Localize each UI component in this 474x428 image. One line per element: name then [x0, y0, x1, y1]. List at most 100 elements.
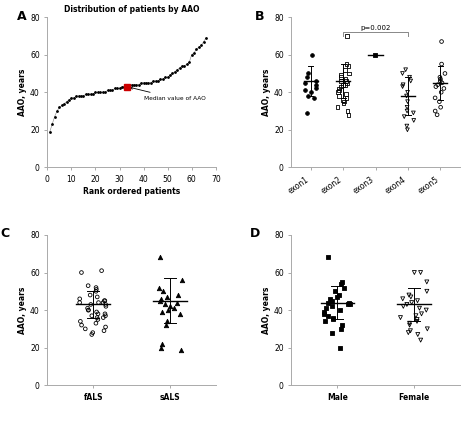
Point — [404, 126, 411, 133]
Point — [399, 295, 407, 302]
Point — [100, 299, 107, 306]
Point — [404, 89, 411, 96]
Point — [341, 66, 348, 73]
Point — [178, 276, 185, 283]
Y-axis label: AAO, years: AAO, years — [18, 286, 27, 334]
Point — [92, 284, 100, 291]
Point — [325, 312, 332, 319]
Point — [84, 306, 92, 313]
Point — [308, 89, 315, 96]
Point — [94, 310, 102, 317]
Point — [334, 89, 341, 96]
Point — [331, 288, 338, 295]
Point — [312, 85, 319, 92]
Point — [403, 104, 411, 111]
Point — [345, 299, 353, 306]
Point — [404, 329, 412, 336]
Point — [433, 111, 441, 118]
Point — [438, 61, 446, 68]
Point — [338, 322, 346, 329]
Point — [76, 299, 83, 306]
Point — [436, 74, 444, 80]
Point — [163, 322, 170, 329]
Point — [432, 83, 440, 90]
Point — [416, 305, 423, 312]
Point — [434, 81, 442, 88]
Point — [164, 294, 171, 300]
Point — [335, 87, 343, 94]
Point — [164, 306, 172, 313]
Point — [341, 81, 349, 88]
Point — [431, 107, 439, 114]
Point — [92, 288, 100, 295]
Point — [335, 85, 343, 92]
Point — [342, 77, 350, 84]
Point — [78, 322, 85, 329]
Point — [406, 320, 413, 327]
Point — [158, 344, 165, 351]
Text: C: C — [0, 227, 9, 241]
Point — [440, 85, 447, 92]
Point — [397, 314, 404, 321]
Point — [403, 301, 410, 308]
Point — [337, 83, 345, 90]
Point — [100, 327, 108, 334]
Point — [410, 269, 418, 276]
Point — [76, 295, 83, 302]
Point — [340, 98, 347, 105]
Point — [403, 122, 410, 129]
Point — [407, 294, 415, 300]
Point — [438, 38, 446, 45]
Y-axis label: AAO, years: AAO, years — [18, 68, 27, 116]
Point — [93, 309, 100, 315]
Point — [322, 318, 329, 325]
Point — [95, 299, 102, 306]
Point — [301, 80, 309, 86]
Point — [324, 254, 331, 261]
Point — [173, 299, 181, 306]
Point — [338, 279, 346, 285]
Title: Distribution of patients by AAO: Distribution of patients by AAO — [64, 5, 199, 14]
Y-axis label: AAO, years: AAO, years — [262, 286, 271, 334]
Point — [312, 81, 319, 88]
Point — [320, 309, 328, 315]
Point — [437, 77, 444, 84]
Point — [343, 80, 351, 86]
Point — [337, 344, 344, 351]
Point — [343, 95, 350, 101]
Point — [312, 77, 320, 84]
Point — [94, 316, 101, 323]
Point — [156, 254, 164, 261]
Point — [101, 297, 109, 304]
Point — [303, 110, 310, 116]
Point — [101, 310, 109, 317]
Point — [406, 74, 413, 80]
Point — [399, 83, 406, 90]
Point — [86, 291, 94, 298]
Point — [337, 280, 345, 287]
Point — [84, 305, 91, 312]
Point — [346, 301, 354, 308]
Point — [404, 98, 411, 105]
Point — [100, 314, 107, 321]
Point — [343, 61, 350, 68]
Point — [325, 299, 332, 306]
Point — [301, 87, 309, 94]
Point — [82, 325, 89, 332]
Point — [399, 70, 406, 77]
Point — [162, 301, 169, 308]
Point — [414, 331, 421, 338]
Point — [414, 297, 421, 304]
Point — [405, 291, 413, 298]
Point — [170, 305, 178, 312]
Point — [78, 269, 85, 276]
Point — [88, 312, 96, 319]
Point — [310, 95, 318, 101]
Point — [402, 66, 410, 73]
Point — [417, 337, 424, 344]
Point — [93, 314, 101, 321]
Point — [437, 104, 445, 111]
Point — [339, 81, 346, 88]
Point — [328, 303, 336, 310]
Point — [418, 310, 425, 317]
